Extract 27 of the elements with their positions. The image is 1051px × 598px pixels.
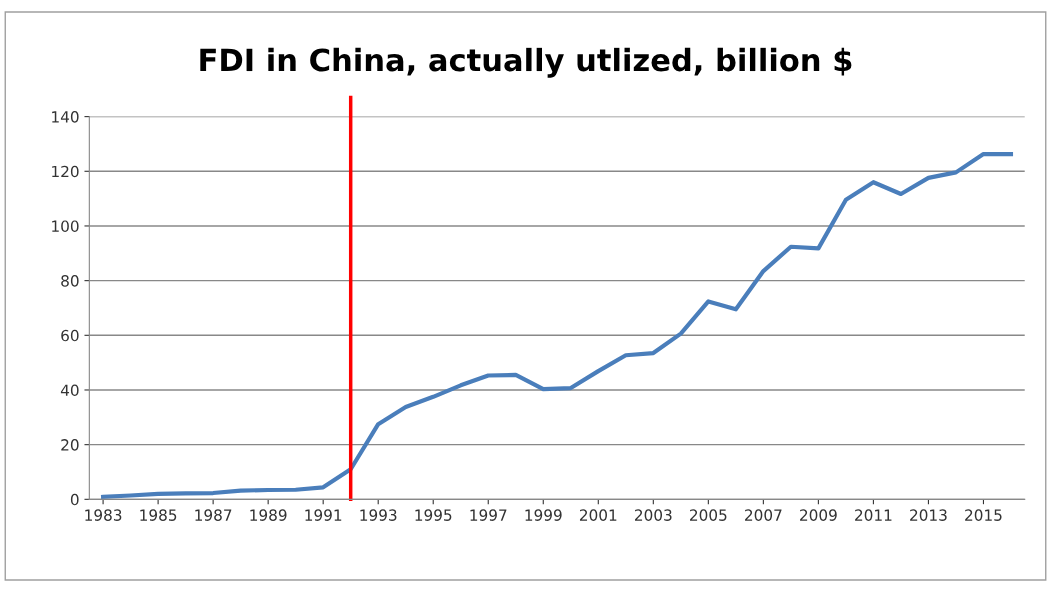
x-tick-label: 2007: [745, 509, 782, 521]
x-tick-label: 1999: [525, 509, 562, 521]
y-tick-label: 0: [70, 493, 79, 506]
x-tick-label: 2003: [635, 509, 672, 521]
y-tick-label: 100: [52, 220, 79, 232]
x-tick-label: 2013: [910, 509, 947, 521]
x-tick-label: 1997: [470, 509, 507, 521]
x-tick-label: 2009: [800, 509, 837, 521]
y-tick-label: 120: [52, 165, 79, 178]
y-tick-label: 40: [60, 384, 79, 396]
y-tick-label: 140: [52, 111, 79, 123]
y-tick-label: 60: [61, 329, 79, 342]
x-tick-label: 2005: [690, 509, 727, 521]
x-tick-label: 1993: [360, 509, 397, 521]
chart-title: FDI in China, actually utlized, billion $: [200, 47, 852, 78]
line-series: [101, 151, 1014, 499]
x-tick-label: 1987: [195, 509, 232, 521]
x-tick-label: 1995: [415, 509, 452, 521]
x-tick-label: 2011: [855, 509, 892, 521]
x-tick-label: 1989: [250, 509, 287, 521]
x-tick-label: 1991: [305, 509, 342, 521]
x-tick-label: 1985: [140, 509, 177, 521]
x-tick-label: 2001: [579, 509, 617, 521]
x-tick-label: 1983: [85, 509, 122, 521]
x-tick-label: 2015: [965, 509, 1002, 521]
y-tick-label: 80: [61, 275, 79, 287]
y-tick-label: 20: [61, 439, 79, 451]
